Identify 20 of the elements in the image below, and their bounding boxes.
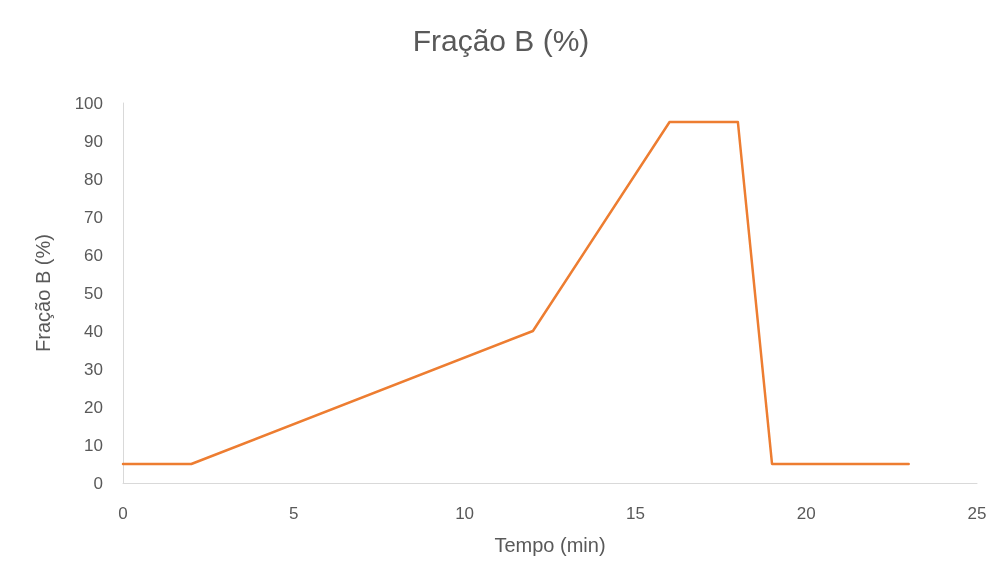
x-tick-label: 10 bbox=[455, 504, 475, 523]
x-tick-label: 5 bbox=[289, 504, 299, 523]
y-tick-label: 70 bbox=[84, 207, 103, 227]
y-tick-label: 90 bbox=[84, 131, 103, 151]
y-tick-label: 50 bbox=[84, 283, 103, 303]
y-tick-label: 40 bbox=[84, 321, 103, 341]
x-tick-label: 20 bbox=[796, 504, 816, 523]
x-tick-label: 0 bbox=[118, 504, 128, 523]
y-tick-label: 80 bbox=[84, 169, 103, 189]
y-tick-label: 30 bbox=[84, 359, 103, 379]
y-tick-label: 20 bbox=[84, 397, 103, 417]
y-tick-label: 10 bbox=[84, 435, 103, 455]
chart-title: Fração B (%) bbox=[412, 23, 590, 57]
y-tick-label: 100 bbox=[74, 93, 103, 113]
x-tick-label: 15 bbox=[625, 504, 645, 523]
y-tick-label: 60 bbox=[84, 245, 103, 265]
y-tick-label: 0 bbox=[93, 473, 103, 493]
x-tick-label: 25 bbox=[967, 504, 987, 523]
x-axis-title: Tempo (min) bbox=[494, 534, 606, 556]
y-axis-title: Fração B (%) bbox=[32, 234, 54, 352]
